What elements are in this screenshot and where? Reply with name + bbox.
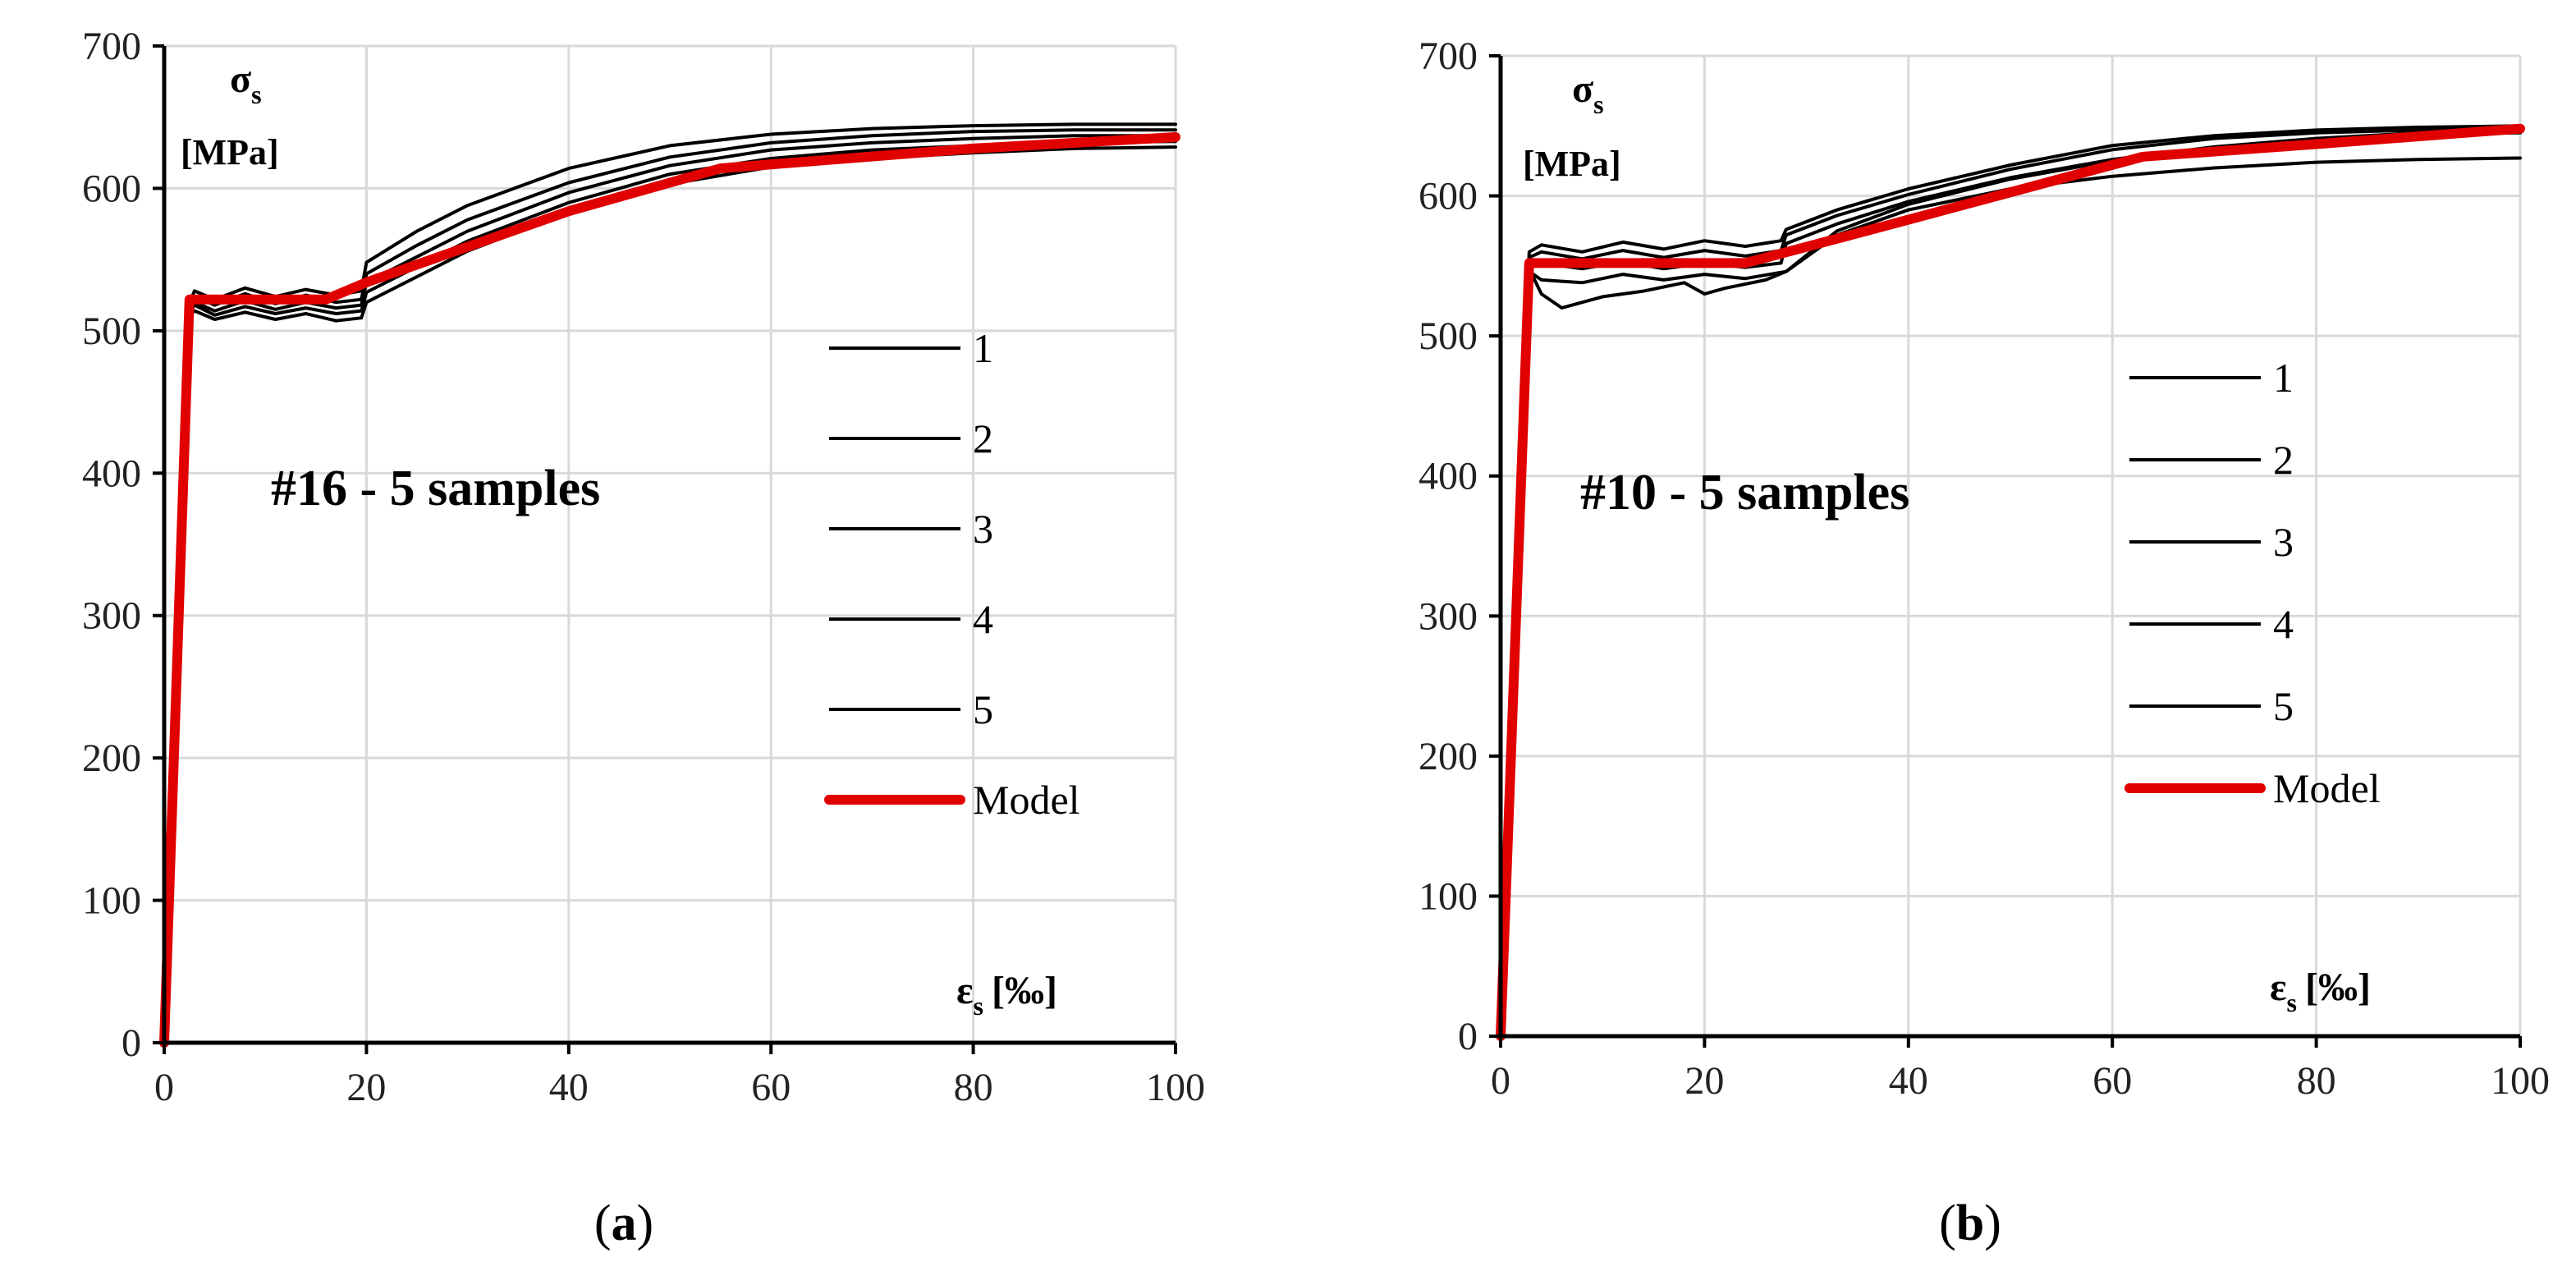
legend-label-a-1: 2 (973, 415, 993, 461)
x-tick-label-b-0: 0 (1491, 1059, 1510, 1103)
panel-b-chart: 0 100 200 300 400 500 600 700 0 20 40 60 80 100 σs [M… (1419, 34, 2550, 1251)
grid-b (1501, 54, 2522, 1036)
x-tick-label-a-4: 80 (954, 1066, 993, 1109)
x-tick-label-a-3: 60 (751, 1066, 791, 1109)
legend-label-b-1: 2 (2273, 437, 2294, 483)
y-tick-label-a-2: 200 (82, 736, 141, 780)
grid-a (164, 44, 1177, 1043)
y-axis-unit-b: [MPa] (1523, 144, 1621, 184)
y-tick-label-b-2: 200 (1419, 735, 1478, 778)
y-tick-label-a-3: 300 (82, 594, 141, 638)
panel-a-chart: 0 100 200 300 400 500 600 700 0 20 40 60 80 100 σs [M… (82, 25, 1205, 1251)
x-tick-label-a-1: 20 (346, 1066, 386, 1109)
panel-caption-b: (b) (1939, 1195, 2001, 1251)
x-tick-label-b-3: 60 (2092, 1059, 2132, 1103)
legend-label-a-3: 4 (973, 596, 993, 642)
sample-line-2-a (163, 128, 1177, 1044)
legend-a: 1 2 3 4 5 Model (824, 325, 1080, 823)
legend-label-a-4: 5 (973, 686, 993, 732)
y-tick-label-a-0: 0 (121, 1021, 141, 1065)
tick-labels-a: 0 100 200 300 400 500 600 700 0 20 40 60 80 100 (82, 25, 1205, 1109)
panel-caption-a: (a) (594, 1195, 653, 1251)
series-lines-b (1496, 123, 2525, 1041)
axes-a (153, 44, 1177, 1054)
x-tick-label-b-5: 100 (2491, 1059, 2550, 1103)
legend-label-b-4: 5 (2273, 683, 2294, 729)
x-tick-label-a-0: 0 (154, 1066, 174, 1109)
y-tick-label-b-1: 100 (1419, 874, 1478, 918)
annotation-b: #10 - 5 samples (1580, 465, 1909, 521)
legend-label-a-2: 3 (973, 506, 993, 552)
x-tick-label-b-4: 80 (2297, 1059, 2336, 1103)
y-tick-label-b-5: 500 (1419, 314, 1478, 358)
annotation-a: #16 - 5 samples (271, 461, 600, 516)
x-tick-label-b-1: 20 (1684, 1059, 1724, 1103)
legend-label-a-0: 1 (973, 325, 993, 371)
y-tick-label-a-5: 500 (82, 310, 141, 353)
legend-label-b-2: 3 (2273, 519, 2294, 565)
y-tick-label-a-1: 100 (82, 879, 141, 923)
y-tick-label-b-7: 700 (1419, 34, 1478, 78)
y-tick-label-b-6: 600 (1419, 175, 1478, 218)
y-axis-unit-a: [MPa] (181, 132, 279, 172)
x-tick-label-a-2: 40 (549, 1066, 589, 1109)
x-tick-label-b-2: 40 (1889, 1059, 1928, 1103)
y-tick-label-b-0: 0 (1458, 1015, 1478, 1058)
model-line-b (1496, 123, 2525, 1041)
y-axis-label-b: σs (1572, 67, 1604, 119)
y-axis-label-a: σs (230, 57, 262, 109)
x-tick-label-a-5: 100 (1146, 1066, 1205, 1109)
model-line-a (159, 132, 1180, 1048)
legend-label-b-3: 4 (2273, 601, 2294, 647)
sample-line-5-a (163, 145, 1177, 1044)
sample-line-2-b (1499, 126, 2522, 1038)
sample-line-4-a (163, 140, 1177, 1044)
legend-label-a-5: Model (973, 777, 1080, 823)
legend-label-b-0: 1 (2273, 355, 2294, 401)
y-tick-label-a-7: 700 (82, 25, 141, 68)
sample-line-5-b (1499, 156, 2522, 1038)
series-lines-a (159, 122, 1180, 1048)
x-axis-label-b: εs [‰] (2270, 966, 2371, 1017)
y-tick-label-a-6: 600 (82, 167, 141, 210)
sample-line-3-a (163, 134, 1177, 1044)
tick-labels-b: 0 100 200 300 400 500 600 700 0 20 40 60 80 100 (1419, 34, 2550, 1103)
sample-line-1-b (1499, 124, 2522, 1038)
y-tick-label-b-3: 300 (1419, 594, 1478, 638)
y-tick-label-b-4: 400 (1419, 455, 1478, 498)
axes-b (1489, 54, 2522, 1048)
x-axis-label-a: εs [‰] (956, 969, 1057, 1021)
legend-b: 1 2 3 4 5 Model (2125, 355, 2381, 811)
y-tick-label-a-4: 400 (82, 452, 141, 495)
legend-label-b-5: Model (2273, 765, 2381, 811)
sample-line-1-a (163, 122, 1177, 1044)
